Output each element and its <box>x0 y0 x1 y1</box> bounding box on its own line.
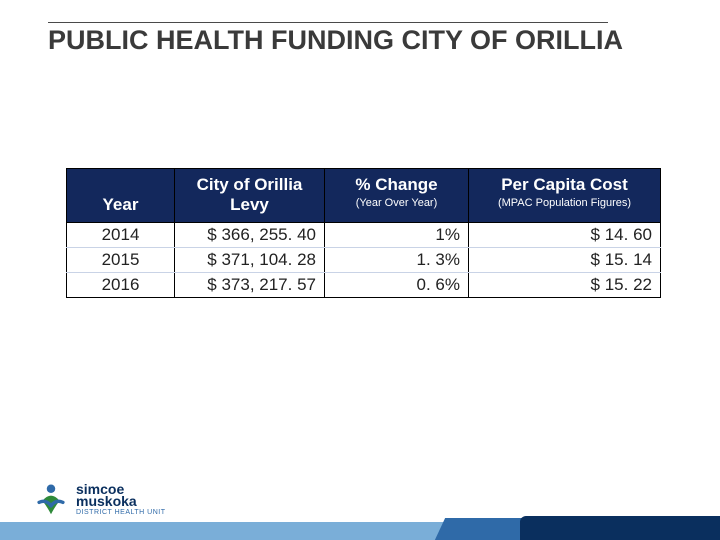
cell-levy: $ 373, 217. 57 <box>175 272 325 297</box>
cell-change: 1. 3% <box>325 247 469 272</box>
cell-year: 2014 <box>67 222 175 247</box>
cell-percap: $ 15. 14 <box>469 247 661 272</box>
cell-percap: $ 14. 60 <box>469 222 661 247</box>
col-header-levy: City of Orillia Levy <box>175 169 325 223</box>
footer-bar-dark <box>520 516 720 540</box>
col-header-change: % Change (Year Over Year) <box>325 169 469 223</box>
cell-change: 0. 6% <box>325 272 469 297</box>
table-row: 2014 $ 366, 255. 40 1% $ 14. 60 <box>67 222 661 247</box>
cell-levy: $ 366, 255. 40 <box>175 222 325 247</box>
title-underline <box>48 22 608 23</box>
col-header-percap-main: Per Capita Cost <box>501 175 628 194</box>
cell-levy: $ 371, 104. 28 <box>175 247 325 272</box>
col-header-percap-sub: (MPAC Population Figures) <box>477 197 652 210</box>
cell-change: 1% <box>325 222 469 247</box>
cell-percap: $ 15. 22 <box>469 272 661 297</box>
col-header-year: Year <box>67 169 175 223</box>
col-header-change-sub: (Year Over Year) <box>333 197 460 210</box>
table-row: 2016 $ 373, 217. 57 0. 6% $ 15. 22 <box>67 272 661 297</box>
table-row: 2015 $ 371, 104. 28 1. 3% $ 15. 14 <box>67 247 661 272</box>
cell-year: 2016 <box>67 272 175 297</box>
page-title: PUBLIC HEALTH FUNDING CITY OF ORILLIA <box>48 24 680 58</box>
col-header-change-main: % Change <box>355 175 437 194</box>
table-header-row: Year City of Orillia Levy % Change (Year… <box>67 169 661 223</box>
cell-year: 2015 <box>67 247 175 272</box>
footer-bars <box>0 492 720 540</box>
col-header-percap: Per Capita Cost (MPAC Population Figures… <box>469 169 661 223</box>
funding-table: Year City of Orillia Levy % Change (Year… <box>66 168 661 298</box>
